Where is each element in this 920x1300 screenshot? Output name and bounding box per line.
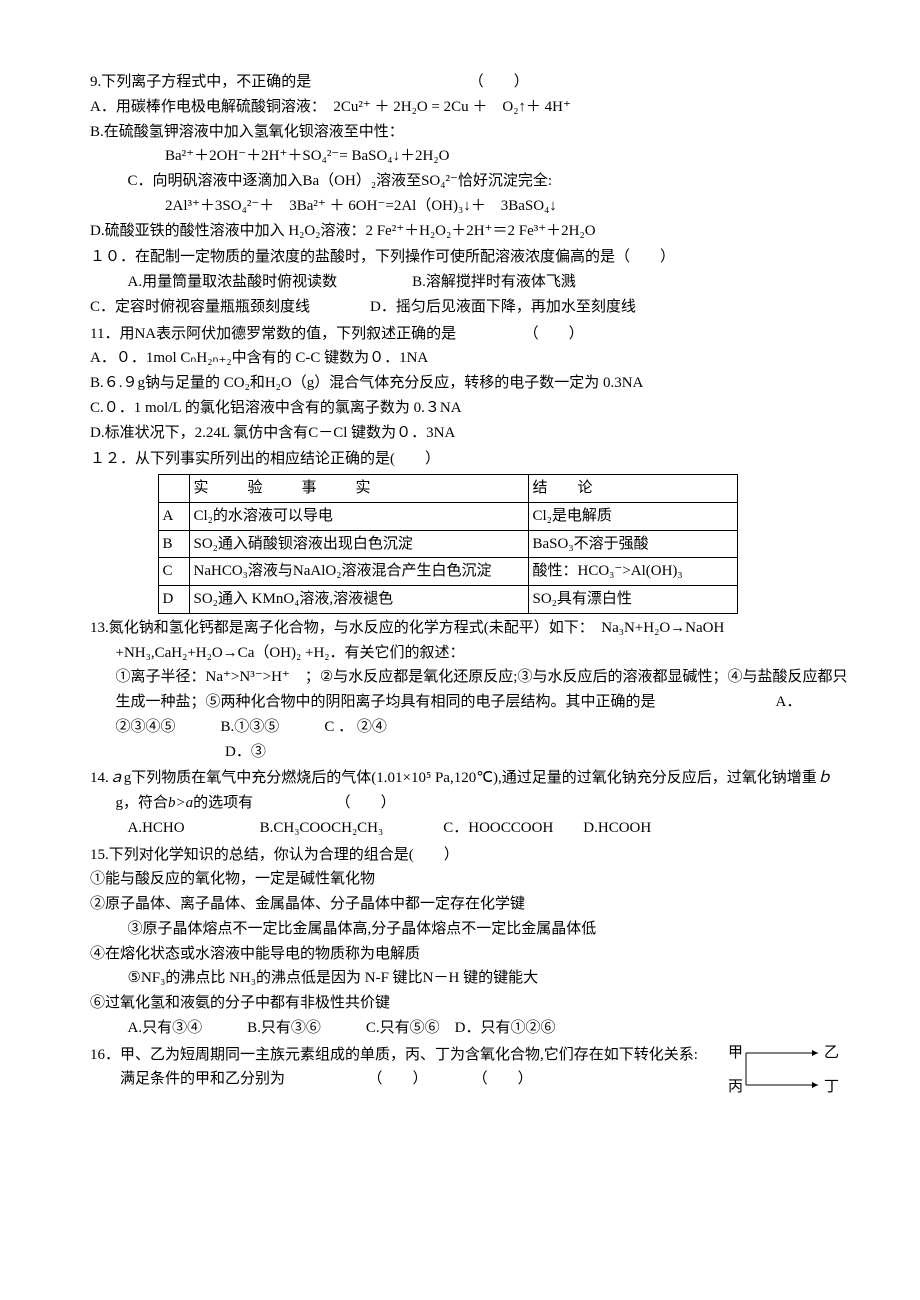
- q13-b: B.①③⑤: [221, 719, 280, 735]
- q14-d: D.HCOOH: [583, 820, 651, 836]
- q10-opt-b: B.溶解搅拌时有液体飞溅: [412, 274, 576, 290]
- q11-stem: 11．用NA表示阿伏加德罗常数的值，下列叙述正确的是: [90, 326, 456, 342]
- table-row: D SO₂通入 KMnO₄溶液,溶液褪色 SO₂具有漂白性: [158, 586, 737, 614]
- q11-opt-d: D.标准状况下，2.24L 氯仿中含有C－Cl 键数为０．3NA: [90, 421, 850, 446]
- q12-h2: 结 论: [528, 475, 737, 503]
- q9-opt-b: B.在硫酸氢钾溶液中加入氢氧化钡溶液至中性：: [90, 120, 850, 145]
- q15-i5: ⑤NF₃的沸点比 NH₃的沸点低是因为 N-F 键比N－H 键的键能大: [90, 966, 850, 991]
- q15-stem: 15.下列对化学知识的总结，你认为合理的组合是: [90, 847, 409, 863]
- q13-body: ①离子半径：Na⁺>N³⁻>H⁺ ；②与水反应都是氧化还原反应;③与水反应后的溶…: [116, 669, 848, 710]
- diagram-node-bl: 丙: [728, 1079, 743, 1095]
- question-10: １０．在配制一定物质的量浓度的盐酸时，下列操作可使所配溶液浓度偏高的是（ ） A…: [90, 245, 850, 319]
- q14-b: B.CH₃COOCH₂CH₃: [260, 820, 384, 836]
- q12-table: 实 验 事 实 结 论 A Cl₂的水溶液可以导电 Cl₂是电解质 B SO₂通…: [158, 474, 738, 614]
- q14-paren: （ ）: [343, 795, 396, 811]
- table-row: B SO₂通入硝酸钡溶液出现白色沉淀 BaSO₃不溶于强酸: [158, 530, 737, 558]
- q15-a: A.只有③④: [128, 1020, 203, 1036]
- question-13: 13.氮化钠和氢化钙都是离子化合物，与水反应的化学方程式(未配平）如下： Na₃…: [90, 616, 850, 765]
- q16-paren1: （ ）: [375, 1071, 420, 1087]
- diagram-node-br: 丁: [824, 1079, 839, 1095]
- q15-i4: ④在熔化状态或水溶液中能导电的物质称为电解质: [90, 942, 850, 967]
- q12-paren: ( ）: [390, 451, 440, 467]
- q10-stem: １０．在配制一定物质的量浓度的盐酸时，下列操作可使所配溶液浓度偏高的是: [90, 249, 615, 265]
- q10-opt-a: A.用量筒量取浓盐酸时俯视读数: [128, 274, 338, 290]
- table-row: A Cl₂的水溶液可以导电 Cl₂是电解质: [158, 502, 737, 530]
- q15-d: D．只有①②⑥: [455, 1020, 556, 1036]
- question-16: 16．甲、乙为短周期同一主族元素组成的单质，丙、丁为含氧化合物,它们存在如下转化…: [90, 1043, 850, 1108]
- q10-paren: （ ）: [615, 249, 675, 265]
- question-12: １２．从下列事实所列出的相应结论正确的是( ） 实 验 事 实 结 论 A Cl…: [90, 447, 850, 614]
- q11-paren: （ ）: [531, 326, 584, 342]
- diagram-node-tl: 甲: [728, 1045, 743, 1061]
- q15-b: B.只有③⑥: [247, 1020, 321, 1036]
- question-14: 14.ａg下列物质在氧气中充分燃烧后的气体(1.01×10⁵ Pa,120℃),…: [90, 766, 850, 840]
- q9-stem: 9.下列离子方程式中，不正确的是: [90, 74, 311, 90]
- question-11: 11．用NA表示阿伏加德罗常数的值，下列叙述正确的是 （ ） A．０．1mol …: [90, 322, 850, 446]
- q13-stem: 13.氮化钠和氢化钙都是离子化合物，与水反应的化学方程式(未配平）如下： Na₃…: [90, 616, 850, 666]
- q13-d: D．③: [90, 740, 850, 765]
- q15-i1: ①能与酸反应的氧化物，一定是碱性氧化物: [90, 867, 850, 892]
- q15-i6: ⑥过氧化氢和液氨的分子中都有非极性共价键: [90, 991, 850, 1016]
- q16-paren2: （ ）: [480, 1071, 533, 1087]
- q16-diagram: 甲 乙 丙 丁: [720, 1043, 850, 1108]
- q12-h1: 实 验 事 实: [189, 475, 528, 503]
- q9-paren: （ ）: [476, 74, 529, 90]
- q9-opt-a: A．用碳棒作电极电解硫酸铜溶液： 2Cu²⁺ ＋ 2H₂O = 2Cu ＋ O₂…: [90, 95, 850, 120]
- q15-i3: ③原子晶体熔点不一定比金属晶体高,分子晶体熔点不一定比金属晶体低: [90, 917, 850, 942]
- q12-stem: １２．从下列事实所列出的相应结论正确的是: [90, 451, 390, 467]
- q15-c: C.只有⑤⑥: [366, 1020, 440, 1036]
- q9-opt-c: C．向明矾溶液中逐滴加入Ba（OH）₂溶液至SO₄²⁻恰好沉淀完全:: [90, 169, 850, 194]
- diagram-node-tr: 乙: [824, 1045, 839, 1061]
- question-9: 9.下列离子方程式中，不正确的是 （ ） A．用碳棒作电极电解硫酸铜溶液： 2C…: [90, 70, 850, 243]
- q9-opt-b2: Ba²⁺＋2OH⁻＋2H⁺＋SO₄²⁻= BaSO₄↓＋2H₂O: [90, 144, 850, 169]
- q13-c: C ． ②④: [324, 719, 387, 735]
- q15-paren: ( ）: [409, 847, 459, 863]
- q9-opt-d: D.硫酸亚铁的酸性溶液中加入 H₂O₂溶液：2 Fe²⁺＋H₂O₂＋2H⁺＝2 …: [90, 219, 850, 244]
- q11-opt-c: C.０．1 mol/L 的氯化铝溶液中含有的氯离子数为 0.３NA: [90, 396, 850, 421]
- q15-i2: ②原子晶体、离子晶体、金属晶体、分子晶体中都一定存在化学键: [90, 892, 850, 917]
- q11-opt-b: B.６.９g钠与足量的 CO₂和H₂O（g）混合气体充分反应，转移的电子数一定为…: [90, 371, 850, 396]
- q12-h0: [158, 475, 189, 503]
- q10-opt-c: C．定容时俯视容量瓶瓶颈刻度线: [90, 299, 310, 315]
- q11-opt-a: A．０．1mol CₙH₂ₙ₊₂中含有的 C-C 键数为０．1NA: [90, 346, 850, 371]
- question-15: 15.下列对化学知识的总结，你认为合理的组合是( ） ①能与酸反应的氧化物，一定…: [90, 843, 850, 1041]
- table-row: C NaHCO₃溶液与NaAlO₂溶液混合产生白色沉淀 酸性：HCO₃⁻>Al(…: [158, 558, 737, 586]
- q14-c: C．HOOCCOOH: [443, 820, 553, 836]
- q14-a: A.HCHO: [128, 820, 185, 836]
- q10-opt-d: D．摇匀后见液面下降，再加水至刻度线: [370, 299, 636, 315]
- q9-opt-c2: 2Al³⁺＋3SO₄²⁻＋ 3Ba²⁺ ＋ 6OH⁻=2Al（OH)₃↓＋ 3B…: [90, 194, 850, 219]
